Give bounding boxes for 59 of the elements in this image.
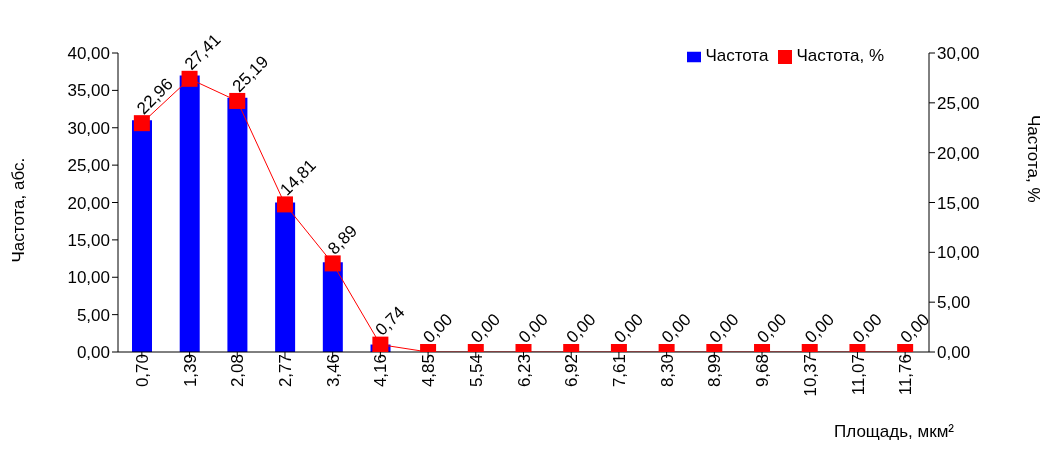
x-tick-label: 8,99: [705, 354, 725, 388]
x-tick-label: 6,92: [562, 354, 582, 388]
y2-tick-label: 10,00: [937, 243, 980, 263]
data-label: 0,00: [514, 309, 552, 347]
y-tick-label: 0,00: [76, 343, 110, 363]
point: [181, 70, 198, 87]
data-label: 0,00: [419, 309, 457, 347]
y2-tick-label: 25,00: [937, 93, 980, 113]
y-tick-label: 30,00: [67, 118, 110, 138]
data-label: 0,00: [753, 309, 791, 347]
x-tick-label: 3,46: [323, 354, 343, 388]
y2-tick-label: 20,00: [937, 143, 980, 163]
x-tick-label: 7,61: [609, 354, 629, 388]
data-label: 0,00: [896, 309, 934, 347]
y-tick-label: 35,00: [67, 81, 110, 101]
bar: [227, 97, 248, 352]
point: [133, 115, 150, 132]
data-label: 0,00: [848, 309, 886, 347]
data-label: 0,00: [562, 309, 600, 347]
y-tick-label: 15,00: [67, 230, 110, 250]
bar: [275, 202, 296, 352]
y-tick-label: 10,00: [67, 268, 110, 288]
x-tick-label: 10,37: [800, 354, 820, 397]
x-tick-label: 5,54: [466, 354, 486, 388]
y-tick-label: 25,00: [67, 156, 110, 176]
x-tick-label: 0,70: [132, 354, 152, 388]
x-axis-title: Площадь, мкм²: [834, 422, 955, 441]
y-tick-label: 5,00: [76, 305, 110, 325]
x-tick-label: 2,08: [228, 354, 248, 388]
y2-tick-label: 30,00: [937, 44, 980, 64]
y-axis-title: Частота, абс.: [9, 157, 29, 263]
x-tick-label: 1,39: [180, 354, 200, 388]
x-tick-label: 4,16: [371, 354, 391, 388]
y-tick-label: 20,00: [67, 193, 110, 213]
y2-tick-label: 15,00: [937, 193, 980, 213]
data-label: 8,89: [324, 221, 361, 259]
y2-tick-label: 5,00: [937, 293, 971, 313]
bar: [179, 75, 200, 352]
y-tick-label: 40,00: [67, 44, 110, 64]
data-label: 0,00: [705, 309, 743, 347]
x-tick-label: 6,23: [514, 354, 534, 388]
point: [276, 196, 293, 213]
data-label: 0,00: [658, 309, 695, 347]
data-label: 0,00: [467, 309, 505, 347]
data-label: 0,00: [610, 309, 648, 347]
data-label: 0,00: [801, 309, 838, 347]
point: [229, 92, 246, 109]
legend-label: Частота, %: [796, 46, 884, 65]
y2-axis-title: Частота, %: [1023, 114, 1043, 203]
x-tick-label: 8,30: [657, 354, 677, 388]
x-tick-label: 11,07: [848, 354, 868, 396]
x-tick-label: 9,68: [753, 354, 773, 388]
x-tick-label: 4,85: [419, 354, 439, 388]
legend-label: Частота: [705, 46, 769, 65]
bar: [132, 120, 152, 352]
bar: [322, 262, 343, 352]
x-tick-label: 2,77: [276, 354, 296, 388]
y2-tick-label: 0,00: [937, 343, 971, 363]
x-tick-label: 11,76: [896, 354, 916, 396]
